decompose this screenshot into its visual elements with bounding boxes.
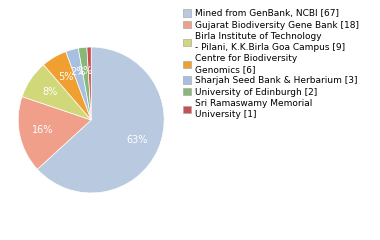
Wedge shape (22, 65, 91, 120)
Text: 8%: 8% (43, 87, 58, 97)
Wedge shape (44, 52, 91, 120)
Text: 63%: 63% (126, 135, 147, 145)
Text: 2%: 2% (70, 67, 86, 77)
Text: 1%: 1% (78, 66, 93, 76)
Wedge shape (78, 47, 91, 120)
Wedge shape (87, 47, 91, 120)
Wedge shape (18, 97, 91, 169)
Text: 5%: 5% (58, 72, 74, 82)
Wedge shape (66, 48, 91, 120)
Wedge shape (37, 47, 164, 193)
Legend: Mined from GenBank, NCBI [67], Gujarat Biodiversity Gene Bank [18], Birla Instit: Mined from GenBank, NCBI [67], Gujarat B… (183, 9, 359, 119)
Text: 16%: 16% (32, 125, 53, 135)
